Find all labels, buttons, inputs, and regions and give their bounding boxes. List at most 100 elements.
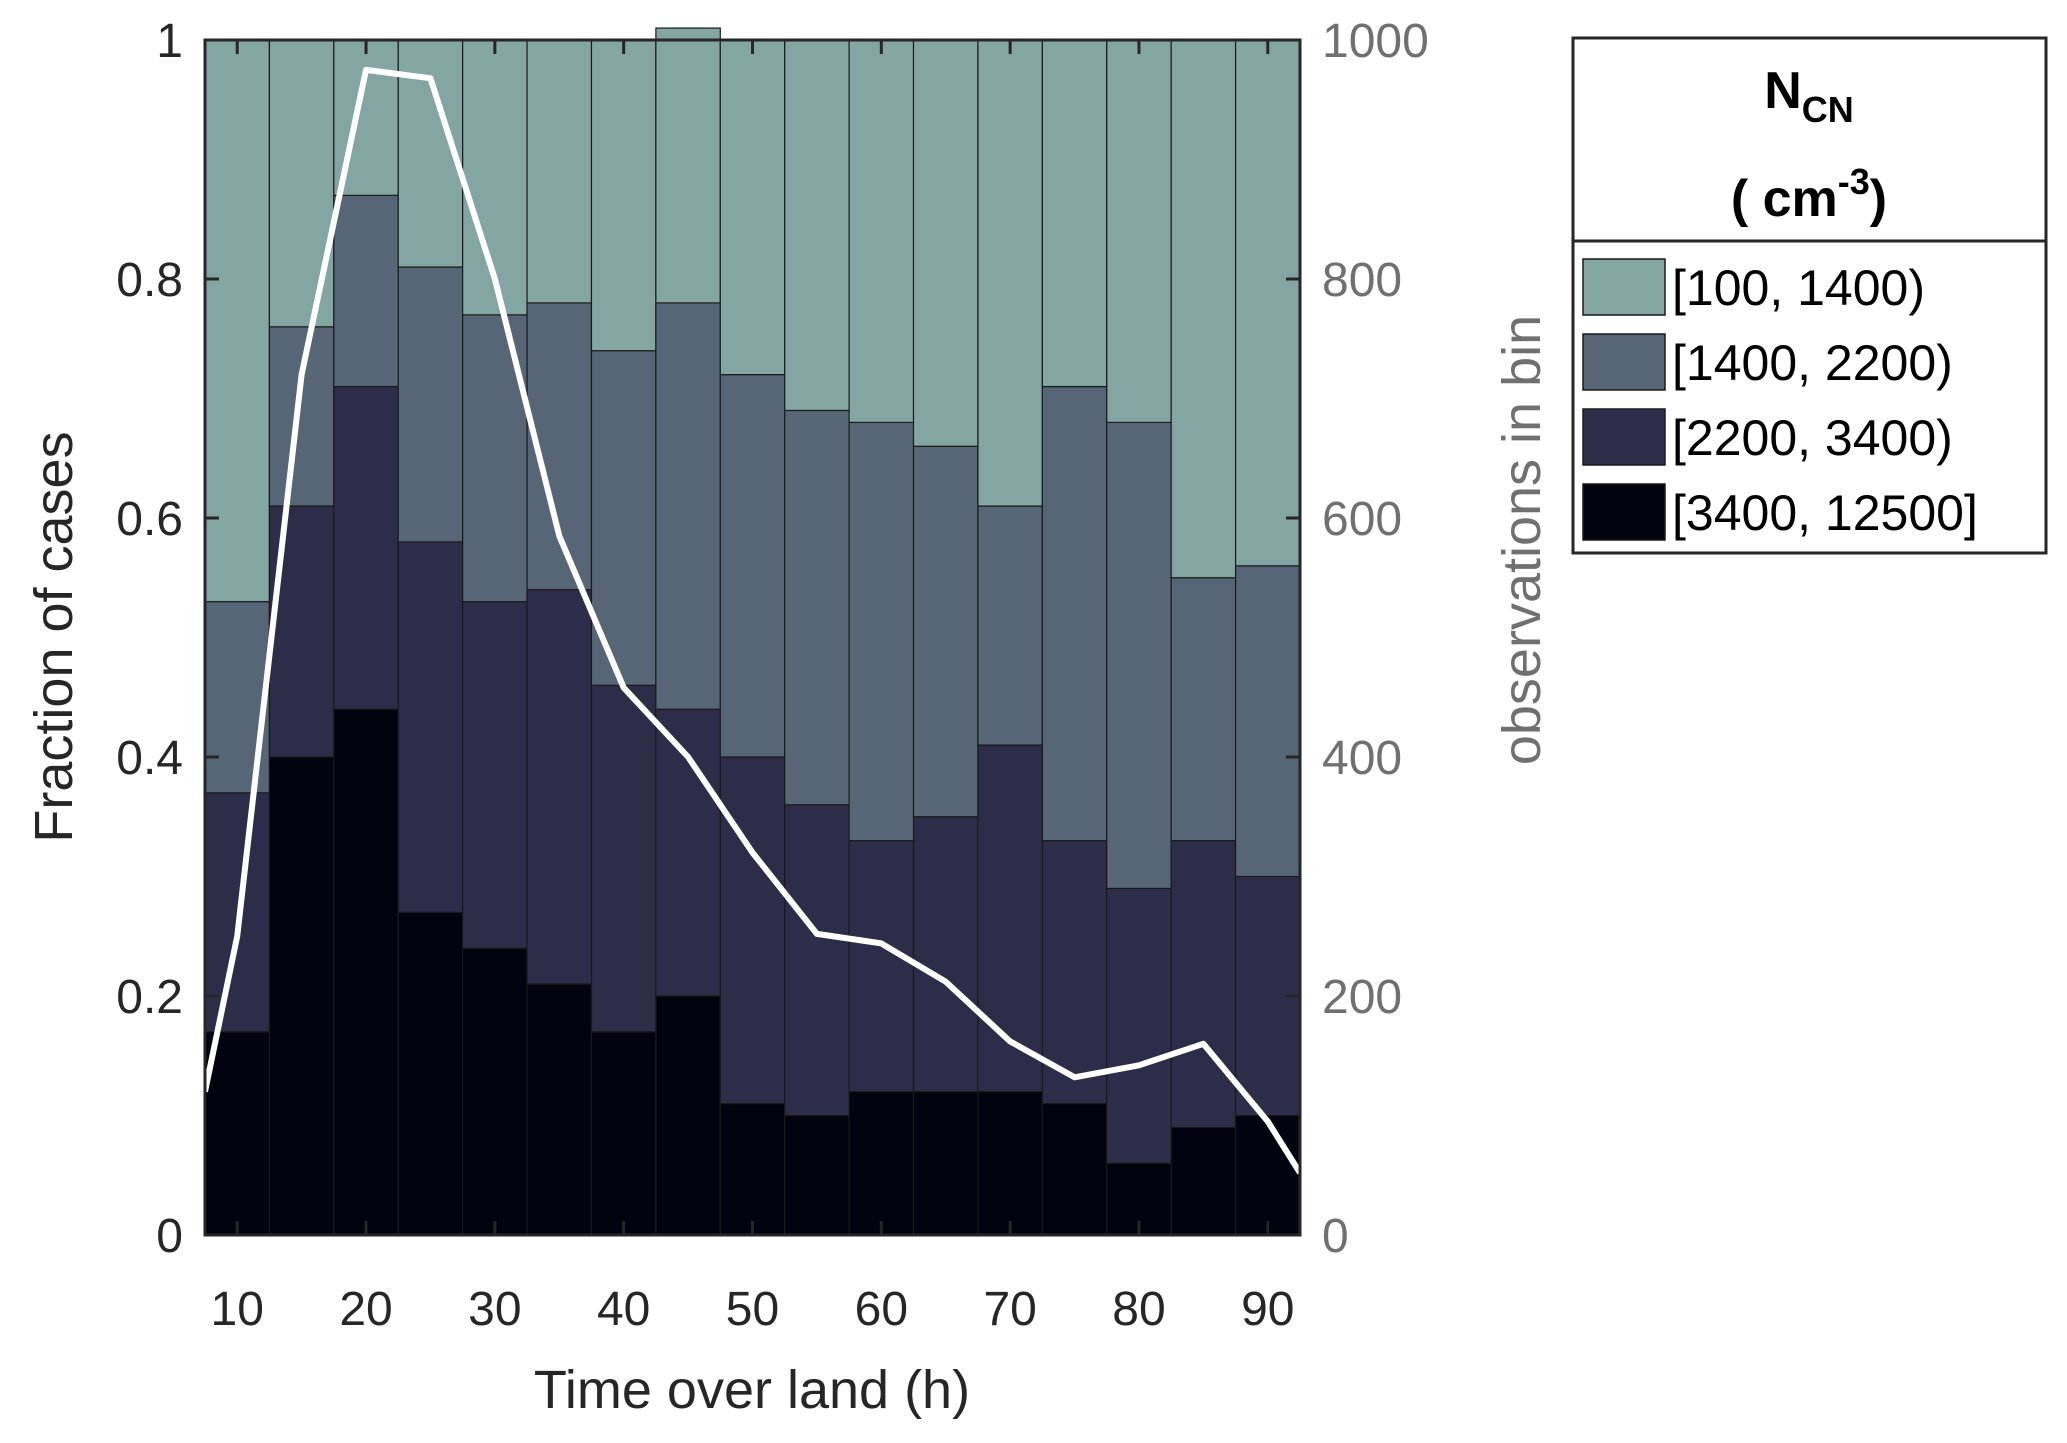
observations-line-layer [202, 66, 1303, 1175]
bar-segment [977, 39, 1043, 507]
bar-segment [848, 421, 915, 842]
bar-segment [1170, 840, 1237, 1129]
legend-unit-close: ) [1870, 170, 1887, 228]
y-tick-label: 0 [156, 1210, 183, 1263]
bar-segment [590, 39, 657, 352]
y2-tick-label: 600 [1322, 493, 1402, 546]
legend-label: [100, 1400) [1672, 260, 1925, 316]
bar-segment [462, 39, 528, 316]
bar-segment [268, 326, 335, 507]
y2-tick-label: 800 [1322, 254, 1402, 307]
bar-segment [655, 995, 721, 1236]
bar-segment [1170, 1126, 1237, 1236]
bar-segment [397, 911, 464, 1236]
legend-unit-superscript: -3 [1838, 161, 1870, 202]
bar-segment [719, 1102, 786, 1236]
legend-swatch [1582, 258, 1666, 316]
bar-segment [848, 840, 915, 1093]
bar-segment [462, 947, 528, 1236]
bar-segment [848, 1090, 915, 1236]
bar-segment [268, 39, 335, 328]
bar-segment [655, 27, 721, 304]
x-tick-label: 80 [1112, 1283, 1165, 1336]
bar-segment [912, 816, 979, 1093]
legend-swatch [1582, 483, 1666, 541]
bar-segment [590, 1031, 657, 1236]
y-axis-title: Fraction of cases [24, 431, 84, 842]
bar-segment [912, 445, 979, 818]
y-tick-label: 0.4 [116, 732, 183, 785]
bar-segment [1234, 565, 1301, 878]
y-tick-label: 0.6 [116, 493, 183, 546]
bar-segment [977, 744, 1043, 1093]
bar-segment [1234, 39, 1301, 567]
bar-segment [1041, 385, 1108, 842]
bar-segment [655, 302, 721, 710]
bar-segment [1234, 1114, 1301, 1236]
legend-title: NCN [1764, 62, 1854, 130]
bar-segment [462, 601, 528, 949]
bar-segment [912, 1090, 979, 1236]
bar-segment [1170, 577, 1237, 842]
bar-segment [333, 385, 399, 710]
observations-line [202, 66, 1303, 1175]
legend-unit-open: ( cm [1731, 170, 1838, 228]
bar-segment [1106, 421, 1172, 890]
bar-segment [333, 194, 399, 388]
x-tick-label: 60 [855, 1283, 908, 1336]
x-tick-label: 40 [597, 1283, 650, 1336]
bar-segment [590, 684, 657, 1033]
x-axis: 10 20 30 40 50 60 70 80 90 [211, 40, 1294, 1336]
bar-segment [526, 39, 593, 304]
legend-swatch [1582, 408, 1666, 466]
bar-segment [333, 708, 399, 1236]
y-tick-label: 0.2 [116, 971, 183, 1024]
x-tick-label: 30 [468, 1283, 521, 1336]
bar-segment [1041, 39, 1108, 388]
bar-segment [526, 589, 593, 985]
bar-segment [719, 39, 786, 376]
bar-segment [719, 756, 786, 1105]
y2-tick-label: 1000 [1322, 15, 1429, 68]
y-tick-label: 0.8 [116, 254, 183, 307]
bar-segment [977, 1090, 1043, 1236]
stacked-bars [204, 27, 1301, 1236]
right-y-axis: 0 200 400 600 800 1000 [1286, 15, 1429, 1263]
y2-axis-title: observations in bin [1492, 315, 1552, 765]
bar-segment [848, 39, 915, 423]
bar-segment [784, 409, 850, 806]
bar-segment [977, 505, 1043, 746]
legend-label: [2200, 3400) [1672, 410, 1953, 466]
bar-segment [719, 374, 786, 758]
bar-segment [655, 708, 721, 997]
y2-tick-label: 400 [1322, 732, 1402, 785]
y-tick-label: 1 [156, 15, 183, 68]
bar-segment [1041, 1102, 1108, 1236]
bar-segment [397, 266, 464, 543]
bar-segment [268, 505, 335, 758]
x-tick-label: 10 [211, 1283, 264, 1336]
bar-segment [204, 1031, 271, 1236]
bar-segment [1106, 39, 1172, 423]
legend-title-unit: ( cm-3) [1731, 161, 1887, 228]
bar-segment [784, 1114, 850, 1236]
x-tick-label: 50 [726, 1283, 779, 1336]
legend: NCN ( cm-3) [100, 1400) [1400, 2200) [2200… [1571, 36, 2048, 555]
bar-segment [268, 756, 335, 1236]
legend-label: [1400, 2200) [1672, 335, 1953, 391]
left-y-axis: 0 0.2 0.4 0.6 0.8 1 [116, 15, 219, 1263]
bar-segment [1170, 39, 1237, 579]
legend-swatch [1582, 333, 1666, 391]
bar-segment [526, 983, 593, 1236]
bar-segment [912, 39, 979, 447]
bar-segment [784, 804, 850, 1117]
x-axis-title: Time over land (h) [534, 1360, 970, 1420]
bar-segment [1106, 887, 1172, 1164]
y2-tick-label: 200 [1322, 971, 1402, 1024]
legend-title-main: N [1764, 62, 1802, 120]
bar-segment [784, 39, 850, 412]
x-tick-label: 20 [339, 1283, 392, 1336]
bar-segment [397, 541, 464, 913]
legend-title-subscript: CN [1802, 89, 1854, 130]
